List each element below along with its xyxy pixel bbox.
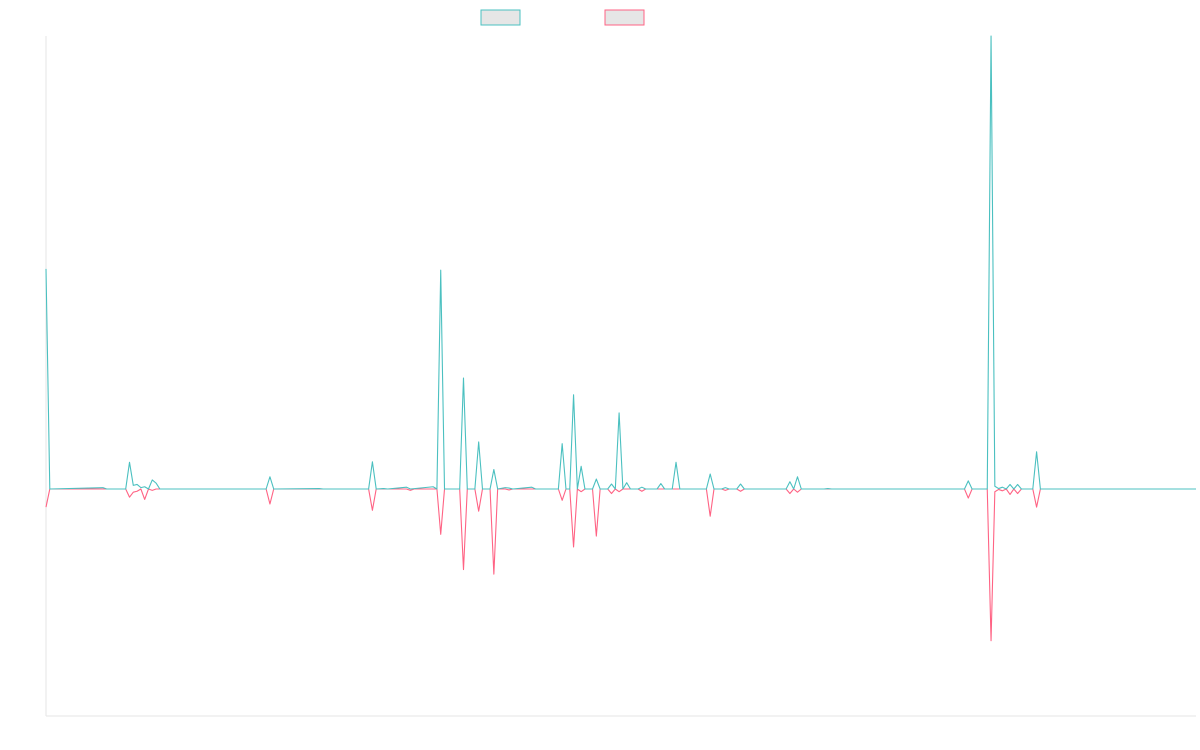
- legend: [480, 9, 645, 26]
- legend-item-1[interactable]: [604, 9, 645, 26]
- legend-item-0[interactable]: [480, 9, 521, 26]
- axes: [45, 36, 1196, 717]
- legend-swatch-0: [480, 9, 521, 26]
- series-line-1: [45, 488, 1196, 642]
- series-line-0: [45, 35, 1196, 490]
- series-layer: [45, 35, 1196, 642]
- legend-swatch-1: [604, 9, 645, 26]
